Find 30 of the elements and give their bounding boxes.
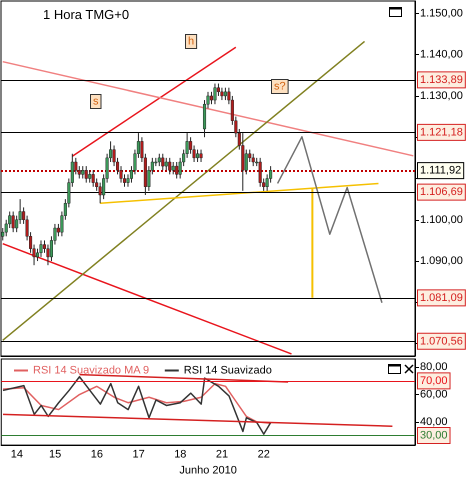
ref-line-label: 1.133,89: [420, 74, 463, 86]
ref-line-label: 1.121,18: [420, 126, 463, 138]
ref-line-label: 1.111,92: [420, 164, 462, 177]
annotation: s: [93, 96, 99, 108]
x-tick-label: 22: [258, 448, 270, 461]
annotation: s?: [274, 80, 286, 92]
x-tick-label: 21: [216, 448, 228, 461]
x-tick-label: 17: [132, 448, 145, 461]
y-tick-label: 1.090,00: [420, 255, 463, 268]
x-tick-label: 15: [49, 448, 62, 461]
x-tick-label: 18: [174, 448, 186, 461]
ref-line-label: 70,00: [420, 374, 448, 387]
y-tick-label: 60,00: [420, 388, 448, 401]
text: 1 Hora TMG+0: [43, 7, 130, 22]
x-tick-label: 16: [90, 448, 103, 461]
ref-line-label: 1.081,09: [420, 292, 463, 304]
legend-label: RSI 14 Suavizado MA 9: [33, 364, 150, 376]
y-tick-label: 1.130,00: [420, 90, 463, 102]
legend-label: RSI 14 Suavizado: [184, 364, 272, 376]
y-tick-label: 1.150,00: [420, 7, 463, 20]
y-tick-label: 1.100,00: [420, 214, 463, 226]
x-tick-label: 14: [10, 448, 24, 461]
y-tick-label: 40,00: [420, 416, 448, 428]
y-tick-label: 1.140,00: [420, 48, 463, 61]
y-tick-label: 80,00: [420, 361, 448, 374]
x-axis-title: Junho 2010: [179, 464, 237, 476]
ref-line-label: 1.106,69: [420, 186, 463, 198]
annotation: h: [188, 36, 194, 48]
ref-line-label: 1.070,56: [420, 335, 463, 348]
ref-line-label: 30,00: [420, 430, 448, 442]
